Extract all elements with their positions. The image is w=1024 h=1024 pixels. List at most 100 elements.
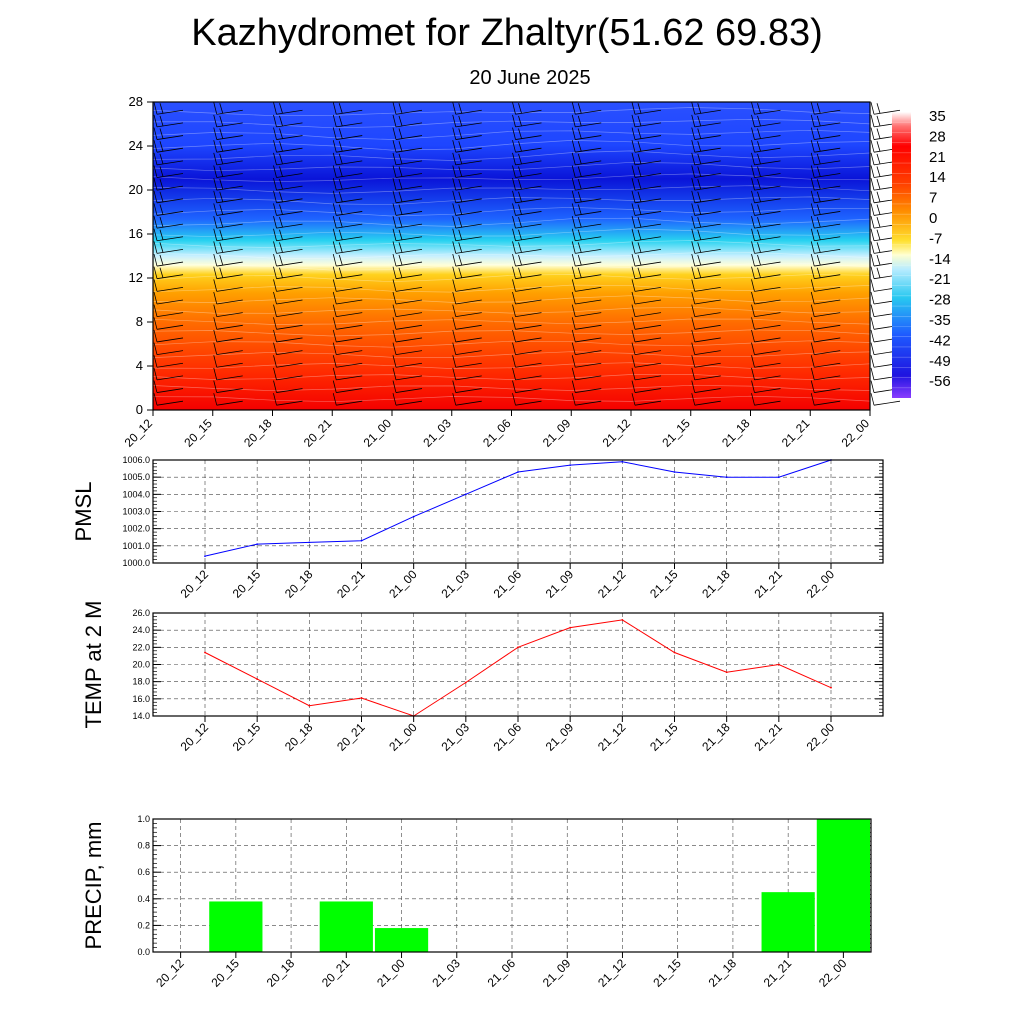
wind-barb-flag [631,140,636,153]
x-tick-label: 20_15 [181,416,215,450]
wind-barb-flag [870,342,875,355]
wind-barb-flag [332,216,337,229]
y-tick-label: 28 [129,94,143,109]
wind-barb-flag [213,102,218,115]
isotherm-contour [152,196,871,206]
wind-barb-flag [159,153,164,164]
colorbar-label: 7 [929,190,937,207]
wind-barb-shaft [754,223,781,229]
wind-barb-shaft [754,173,781,178]
wind-barb-shaft [156,286,184,292]
wind-barb-flag [392,266,397,279]
wind-barb-shaft [694,400,721,406]
isotherm-contour [152,107,871,117]
wind-barb-shaft [336,375,363,381]
wind-barb-flag [392,279,397,292]
wind-barb-shaft [694,249,721,254]
y-tick-label: 0 [136,402,143,417]
y-tick-label: 14.0 [132,711,150,721]
wind-barb-shaft [575,249,602,254]
x-tick-label: 21_03 [420,416,454,450]
wind-barb-shaft [515,299,542,305]
wind-barb-shaft [216,362,243,368]
wind-barb-flag [338,103,343,114]
wind-barb-flag [637,216,642,228]
wind-barb-flag [153,241,158,254]
wind-barb-shaft [575,299,602,305]
wind-barb-shaft [276,211,303,216]
colorbar-label: -28 [929,292,951,309]
wind-barb-flag [213,216,218,229]
wind-barb-flag [518,191,522,202]
wind-barb-flag [876,191,881,202]
wind-barb-flag [338,191,343,202]
wind-barb-flag [577,153,582,164]
wind-barb-flag [691,140,696,153]
colorbar-label: 28 [929,128,946,145]
colorbar-label: -49 [929,353,951,370]
wind-barb-flag [219,216,224,228]
wind-barb-shaft [395,109,423,115]
wind-barb-shaft [455,236,482,242]
x-tick-label: 21_03 [438,567,472,601]
wind-barb-flag [279,229,283,240]
wind-barb-flag [398,191,403,202]
wind-barb-flag [751,355,755,368]
wind-barb-flag [153,291,158,305]
x-tick-label: 21_18 [719,416,753,450]
wind-barb-flag [273,342,277,355]
wind-barb-shaft [336,236,363,242]
wind-barb-flag [279,166,283,177]
wind-barb-flag [876,103,881,114]
wind-barb-shaft [694,350,721,355]
wind-barb-flag [159,204,164,215]
wind-barb-shaft [395,299,423,305]
wind-barb-flag [691,253,696,267]
wind-barb-shaft [395,362,423,368]
wind-barb-flag [810,114,815,127]
wind-barb-flag [571,355,576,368]
wind-barb-flag [631,291,636,305]
wind-barb-flag [213,253,218,267]
y-tick-label: 4 [136,358,143,373]
x-tick-label: 21_12 [595,956,629,990]
wind-barb-flag [153,190,158,203]
wind-barb-flag [870,367,875,380]
wind-barb-shaft [156,185,184,191]
wind-barb-shaft [754,135,781,140]
wind-barb-flag [571,367,576,380]
wind-barb-shaft [216,286,243,292]
wind-barb-flag [458,229,463,240]
x-tick-label: 21_12 [595,720,629,754]
wind-barb-flag [816,242,821,253]
wind-barb-shaft [515,375,542,381]
wind-barb-shaft [156,362,184,368]
wind-barb-shaft [276,400,303,406]
wind-barb-flag [452,190,457,203]
data-point [464,681,467,684]
wind-barb-shaft [515,211,542,216]
wind-barb-shaft [575,211,602,216]
wind-barb-flag [273,152,277,165]
wind-barb-shaft [754,185,781,191]
wind-barb-flag [518,204,522,215]
wind-barb-flag [512,329,516,343]
wind-barb-flag [153,178,158,191]
wind-barb-flag [810,216,815,229]
wind-barb-shaft [694,173,721,178]
x-tick-label: 21_12 [600,416,634,450]
x-tick-label: 21_00 [386,720,420,754]
wind-barb-flag [153,329,158,343]
wind-barb-flag [512,228,516,241]
wind-barb-flag [810,380,815,393]
wind-barb-flag [757,103,761,114]
wind-barb-shaft [276,249,303,254]
x-tick-label: 22_00 [816,956,850,990]
wind-barb-flag [452,253,457,267]
wind-barb-flag [870,152,875,165]
wind-barb-flag [392,304,397,317]
data-point [360,697,363,699]
wind-barb-flag [398,216,403,228]
data-point [621,618,624,621]
wind-barb-shaft [276,236,303,242]
